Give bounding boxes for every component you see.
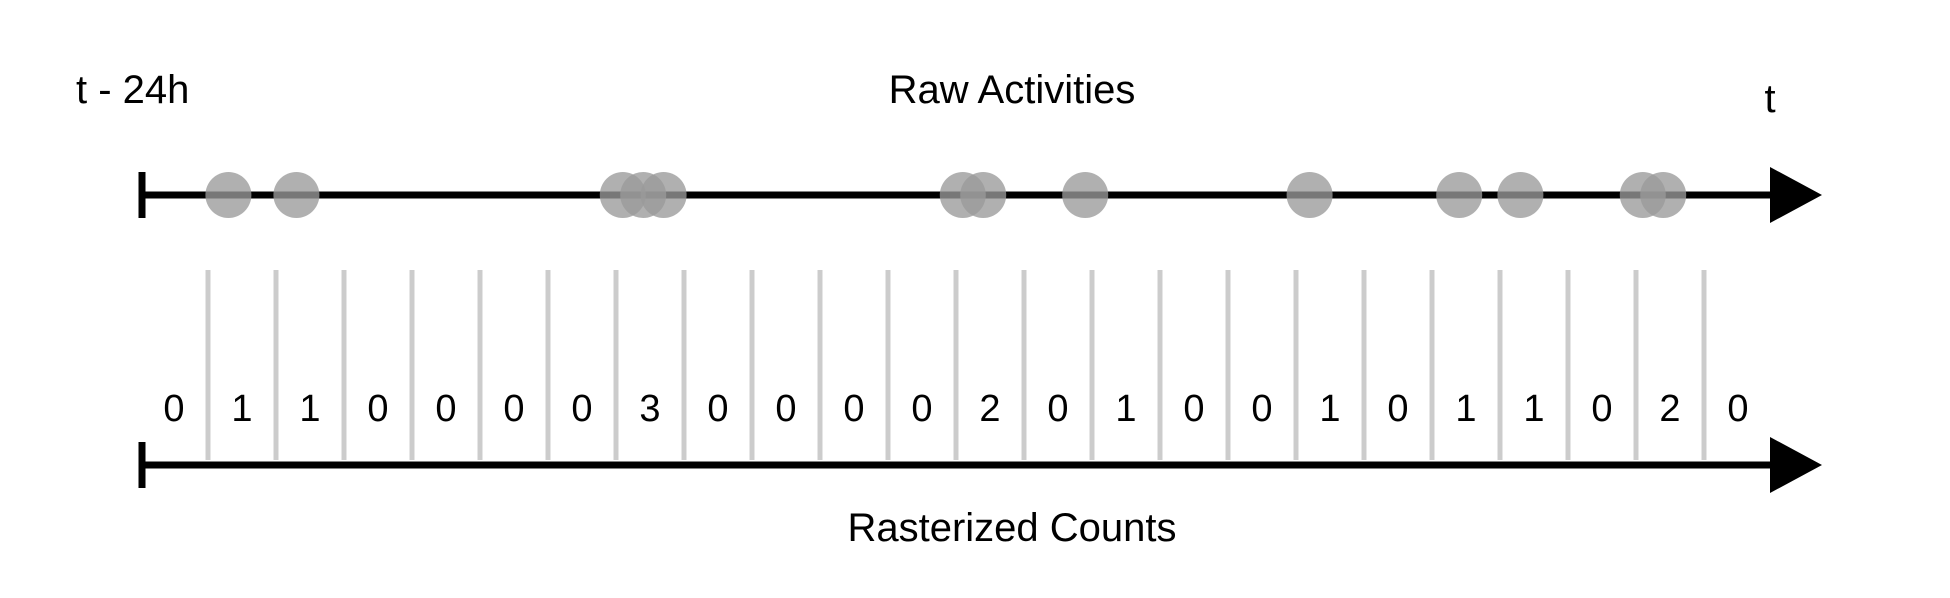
bin-count-label: 0: [1591, 388, 1612, 430]
bin-count-label: 1: [1115, 388, 1136, 430]
bin-count-label: 2: [1659, 388, 1680, 430]
bin-count-label: 0: [911, 388, 932, 430]
raw-activity-events: [205, 172, 1687, 218]
activity-event-dot: [960, 172, 1007, 218]
bin-count-label: 0: [707, 388, 728, 430]
activity-event-dot: [1436, 172, 1483, 218]
rasterized-counts-axis: [138, 437, 1822, 493]
activity-event-dot: [1640, 172, 1687, 218]
bin-count-label: 0: [163, 388, 184, 430]
bottom-axis-arrowhead: [1770, 437, 1822, 493]
activity-event-dot: [273, 172, 320, 218]
bin-count-label: 0: [1387, 388, 1408, 430]
bin-count-label: 1: [1319, 388, 1340, 430]
bin-count-label: 0: [1047, 388, 1068, 430]
bin-count-label: 0: [843, 388, 864, 430]
top-axis-arrowhead: [1770, 167, 1822, 223]
bin-count-label: 0: [1183, 388, 1204, 430]
rasterized-counts-title: Rasterized Counts: [847, 506, 1176, 550]
rasterized-counts: 0 1 1 0 0 0 0 3 0 0 0 0 2 0 1 0 0 1 0 1 1 0 2 0: [163, 388, 1748, 430]
end-time-label: t: [1764, 77, 1775, 121]
activity-event-dot: [640, 172, 687, 218]
bin-count-label: 0: [435, 388, 456, 430]
start-time-label: t - 24h: [76, 68, 189, 112]
raw-activities-title: Raw Activities: [889, 68, 1136, 112]
activity-event-dot: [1497, 172, 1544, 218]
bin-count-label: 1: [1455, 388, 1476, 430]
bin-count-label: 0: [1727, 388, 1748, 430]
bin-count-label: 3: [639, 388, 660, 430]
activity-event-dot: [205, 172, 252, 218]
activity-event-dot: [1062, 172, 1109, 218]
bin-count-label: 0: [367, 388, 388, 430]
bin-count-label: 1: [299, 388, 320, 430]
bin-count-label: 2: [979, 388, 1000, 430]
bin-count-label: 0: [503, 388, 524, 430]
bin-count-label: 0: [1251, 388, 1272, 430]
bin-dividers: [205, 270, 1707, 460]
bin-count-label: 1: [1523, 388, 1544, 430]
activity-event-dot: [1286, 172, 1333, 218]
bin-count-label: 1: [231, 388, 252, 430]
bin-count-label: 0: [775, 388, 796, 430]
bin-count-label: 0: [571, 388, 592, 430]
